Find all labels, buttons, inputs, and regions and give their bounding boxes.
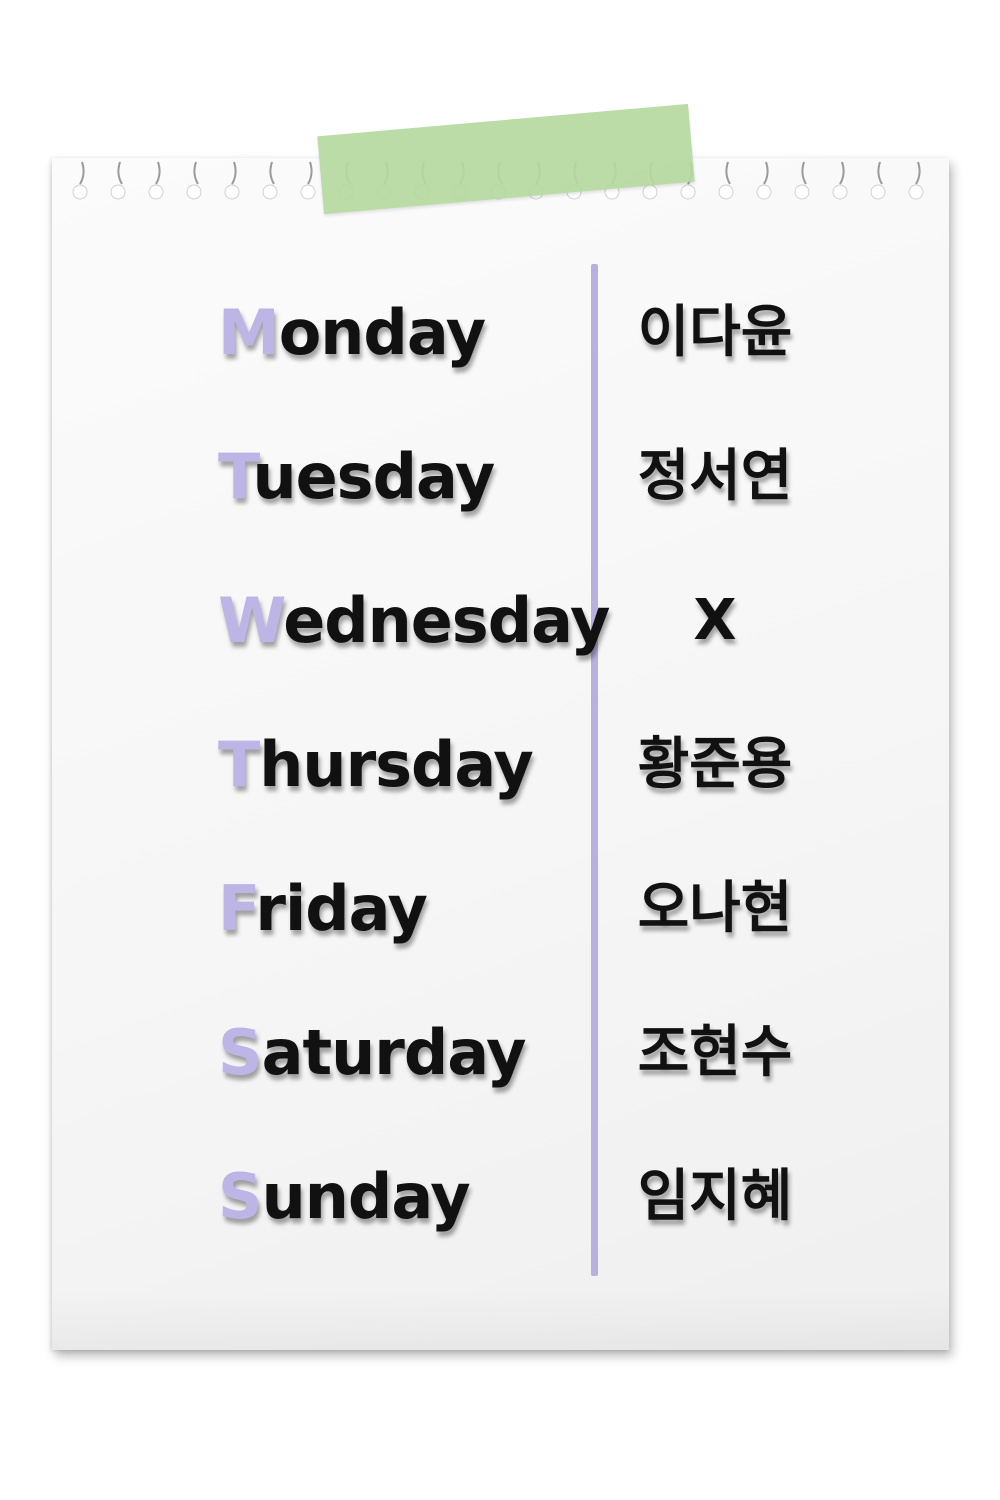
day-label-friday: Friday [218, 864, 428, 954]
day-rest: riday [255, 872, 428, 945]
day-initial: T [218, 728, 260, 801]
day-label-monday: Monday [218, 288, 486, 378]
day-rest: aturday [261, 1016, 527, 1089]
day-initial: T [218, 440, 253, 513]
day-label-thursday: Thursday [218, 720, 534, 810]
day-initial: M [218, 296, 280, 369]
day-rest: unday [261, 1160, 471, 1233]
assignee-name: X [693, 588, 737, 653]
day-label-saturday: Saturday [218, 1008, 527, 1098]
day-rest: uesday [252, 440, 495, 513]
assignee-name: 정서연 [637, 444, 793, 509]
assignee-name: 황준용 [637, 732, 793, 797]
day-label-wednesday: Wednesday [218, 576, 610, 666]
day-initial: W [218, 584, 284, 657]
assignee-name: 임지혜 [637, 1164, 793, 1229]
day-label-tuesday: Tuesday [218, 432, 495, 522]
day-rest: hursday [259, 728, 533, 801]
assignee-name: 오나현 [637, 876, 793, 941]
day-rest: onday [278, 296, 486, 369]
notepad-sheet [52, 158, 949, 1350]
day-label-sunday: Sunday [218, 1152, 471, 1242]
day-rest: ednesday [283, 584, 610, 657]
day-initial: S [218, 1160, 263, 1233]
assignee-name: 조현수 [637, 1020, 793, 1085]
assignee-name: 이다윤 [637, 300, 793, 365]
day-initial: F [218, 872, 256, 945]
day-initial: S [218, 1016, 263, 1089]
column-divider [591, 264, 598, 1276]
